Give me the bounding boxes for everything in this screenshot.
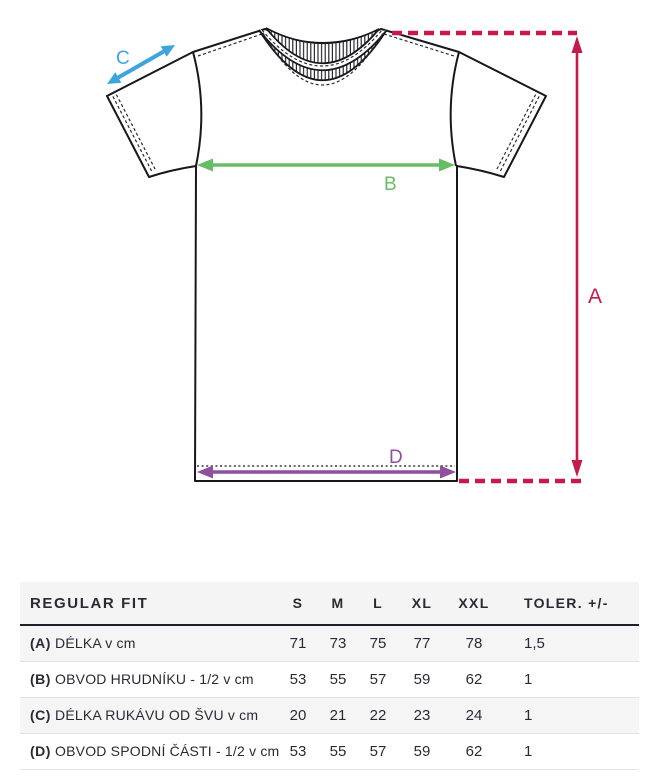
size-table-body: (A) DÉLKA v cm 71 73 75 77 78 1,5 (B) OBVOD HRU… <box>20 625 639 769</box>
row-label: (B) OBVOD HRUDNÍKU - 1/2 v cm <box>30 671 254 687</box>
collar-gap-stitch <box>261 29 383 67</box>
size-table-header-row: REGULAR FIT S M L XL XXL TOLER. +/- <box>20 582 639 625</box>
row-value: 62 <box>465 742 483 760</box>
neckline-stitch <box>262 32 384 86</box>
row-value: 55 <box>329 670 347 688</box>
table-title: REGULAR FIT <box>30 594 149 612</box>
row-value: 53 <box>289 742 307 760</box>
row-value: 1 <box>524 742 533 760</box>
collar-front-band <box>258 29 387 81</box>
row-value: 24 <box>465 706 483 724</box>
column-header-m: M <box>331 595 345 611</box>
column-header-l: L <box>373 595 383 611</box>
column-header-toler: TOLER. +/- <box>524 595 609 611</box>
length-arrowhead-top <box>571 36 583 53</box>
row-value: 20 <box>289 706 307 724</box>
column-header-xl: XL <box>411 595 433 611</box>
sleeve-arrowhead-lower <box>107 72 122 84</box>
table-row: (C) DÉLKA RUKÁVU OD ŠVU v cm 20 21 22 23 24 1 <box>20 697 639 733</box>
row-value: 62 <box>465 670 483 688</box>
cuff-stitch-right <box>495 94 540 173</box>
row-value: 22 <box>369 706 387 724</box>
row-value: 23 <box>413 706 431 724</box>
row-value: 53 <box>289 670 307 688</box>
row-value: 55 <box>329 742 347 760</box>
row-label: (A) DÉLKA v cm <box>30 635 136 652</box>
tshirt-measurement-diagram: A B C D <box>106 27 602 484</box>
hem-arrowhead-left <box>197 465 213 479</box>
tshirt-body <box>106 28 547 482</box>
row-value: 1 <box>524 670 533 688</box>
sleeve-arrow-c <box>117 49 165 80</box>
row-value: 78 <box>465 634 483 652</box>
sleeve-seam-right <box>449 51 460 167</box>
collar-back-band <box>265 27 380 64</box>
arrow-label-a: A <box>588 285 602 308</box>
table-row: (B) OBVOD HRUDNÍKU - 1/2 v cm 53 55 57 59 62 1 <box>20 661 639 697</box>
row-label: (C) DÉLKA RUKÁVU OD ŠVU v cm <box>30 707 259 723</box>
sleeve-arrowhead-upper <box>160 45 175 57</box>
row-value: 57 <box>369 742 387 760</box>
row-value: 59 <box>413 670 431 688</box>
cuff-stitch-left <box>112 94 157 173</box>
arrow-label-c: C <box>116 48 130 69</box>
chest-arrowhead-left <box>197 158 213 172</box>
row-value: 1,5 <box>524 634 545 652</box>
shoulder-stitch-left <box>197 33 263 57</box>
chest-arrowhead-right <box>439 158 455 172</box>
column-header-xxl: XXL <box>458 595 490 611</box>
arrow-label-b: B <box>384 174 397 195</box>
table-row: (D) OBVOD SPODNÍ ČÁSTI - 1/2 v cm 53 55 57 5… <box>20 733 639 769</box>
length-arrowhead-bottom <box>571 460 583 477</box>
hem-arrowhead-right <box>440 465 456 479</box>
row-value: 57 <box>369 670 387 688</box>
size-table: REGULAR FIT S M L XL XXL TOLER. +/- (A) DÉLKA… <box>20 582 639 770</box>
shoulder-stitch-right <box>383 33 455 57</box>
row-value: 21 <box>329 706 347 724</box>
arrow-label-d: D <box>389 447 403 468</box>
row-value: 73 <box>329 634 347 652</box>
row-value: 59 <box>413 742 431 760</box>
row-value: 77 <box>413 634 431 652</box>
column-header-s: S <box>292 595 304 611</box>
table-row: (A) DÉLKA v cm 71 73 75 77 78 1,5 <box>20 625 639 661</box>
row-label: (D) OBVOD SPODNÍ ČÁSTI - 1/2 v cm <box>30 743 280 759</box>
row-value: 71 <box>289 634 307 652</box>
row-value: 1 <box>524 706 533 724</box>
row-value: 75 <box>369 634 387 652</box>
sleeve-seam-left <box>192 51 203 167</box>
